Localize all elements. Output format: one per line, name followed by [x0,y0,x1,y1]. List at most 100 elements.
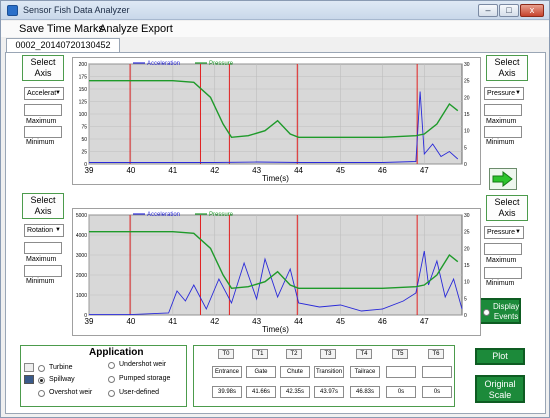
y-left-tick-label: 1000 [76,293,87,299]
y-right-tick-label: 0 [464,162,467,168]
y-right-tick-label: 15 [464,263,470,269]
top-right-min-label: Minimum [486,139,515,146]
chevron-down-icon: ▼ [515,90,521,96]
top-left-select-axis-button[interactable]: Select Axis [22,55,64,81]
top-left-min-label: Minimum [26,139,55,146]
top-left-axis-select-value: Accelerat [27,90,57,97]
legend-pressure-label: Pressure [209,61,234,67]
top-right-select-axis-button[interactable]: Select Axis [486,55,528,81]
y-left-tick-label: 175 [79,75,88,81]
top-right-max-label: Maximum [486,118,517,125]
display-events-checkbox[interactable] [483,309,490,316]
y-left-tick-label: 50 [81,137,87,143]
x-tick-label: 47 [420,317,429,326]
top-left-axis-select[interactable]: Accelerat ▼ [24,87,64,100]
time-mark-value-0[interactable]: 39.98s [212,386,242,398]
x-tick-label: 44 [294,317,303,326]
top-chart[interactable]: 39 40 41 42 43 44 45 46 47 200 175 150 125 100 75 50 25 0… [72,57,481,185]
top-right-axis-select[interactable]: Pressure ▼ [484,87,524,100]
plot-button[interactable]: Plot [475,348,525,365]
y-right-tick-label: 0 [464,313,467,319]
bottom-left-max-label: Maximum [26,256,57,263]
maximize-button[interactable]: □ [499,4,519,17]
time-mark-header-2: T2 [286,349,302,359]
time-mark-value-5[interactable]: 0s [386,386,416,398]
bottom-left-select-axis-button[interactable]: Select Axis [22,193,64,219]
time-mark-name-0[interactable]: Entrance [212,366,242,378]
x-tick-label: 45 [336,317,345,326]
time-mark-name-1[interactable]: Gate [246,366,276,378]
menu-analyze[interactable]: Analyze [99,23,139,35]
radio-spillway-label: Spillway [49,376,75,383]
top-chart-svg: 39 40 41 42 43 44 45 46 472001751501251007550250… [79,61,470,183]
display-events-button[interactable]: Display Events [479,298,521,324]
time-mark-name-4[interactable]: Tailrace [350,366,380,378]
chevron-down-icon: ▼ [55,90,61,96]
top-right-max-field[interactable] [484,104,522,116]
time-mark-name-2[interactable]: Chute [280,366,310,378]
radio-undershot-weir[interactable] [108,362,115,369]
radio-undershot-weir-label: Undershot weir [119,361,167,368]
time-mark-value-6[interactable]: 0s [422,386,452,398]
y-left-tick-label: 0 [84,313,87,319]
menu-export[interactable]: Export [141,23,173,35]
legend-acceleration-label: Acceleration [147,61,180,67]
bottom-right-select-axis-label: Select Axis [494,197,520,218]
title-bar: Sensor Fish Data Analyzer – □ x [1,1,549,20]
series-line-pressure [89,231,459,290]
radio-spillway[interactable] [38,377,45,384]
next-arrow-button[interactable] [489,168,517,190]
tab-dataset[interactable]: 0002_20140720130452 [6,38,120,53]
series-line-acceleration [89,91,459,163]
arrow-right-icon [492,170,513,188]
radio-turbine[interactable] [38,365,45,372]
time-mark-header-1: T1 [252,349,268,359]
y-left-tick-label: 25 [81,150,87,156]
turbine-icon [24,363,34,372]
radio-overshot-weir[interactable] [38,390,45,397]
x-tick-label: 40 [126,317,135,326]
time-mark-value-3[interactable]: 43.97s [314,386,344,398]
y-left-tick-label: 200 [79,62,88,68]
radio-pumped-storage[interactable] [108,376,115,383]
time-mark-name-3[interactable]: Transition [314,366,344,378]
minimize-button[interactable]: – [478,4,498,17]
bottom-right-min-field[interactable] [484,267,522,279]
bottom-right-select-axis-button[interactable]: Select Axis [486,195,528,221]
time-mark-value-4[interactable]: 46.83s [350,386,380,398]
top-right-min-field[interactable] [484,126,522,138]
legend-acceleration-label: Acceleration [147,212,180,218]
bottom-left-axis-select-value: Rotation [27,227,54,234]
x-tick-label: 41 [168,317,177,326]
bottom-left-max-field[interactable] [24,242,62,254]
spillway-icon [24,375,34,384]
top-left-max-field[interactable] [24,104,62,116]
bottom-right-max-field[interactable] [484,243,522,255]
top-left-max-label: Maximum [26,118,57,125]
radio-user-defined[interactable] [108,390,115,397]
menu-save-time-marks[interactable]: Save Time Marks [19,23,104,35]
series-line-acceleration [89,250,463,316]
radio-overshot-weir-label: Overshot weir [49,389,93,396]
bottom-right-axis-select[interactable]: Pressure ▼ [484,226,524,239]
time-mark-name-5[interactable] [386,366,416,378]
x-tick-label: 44 [294,166,303,175]
bottom-left-min-field[interactable] [24,265,62,277]
top-left-min-field[interactable] [24,126,62,138]
bottom-left-axis-select[interactable]: Rotation ▼ [24,224,64,237]
series-line-pressure [89,80,459,139]
original-scale-button[interactable]: Original Scale [475,375,525,403]
x-tick-label: 46 [378,166,387,175]
time-mark-value-2[interactable]: 42.35s [280,386,310,398]
close-button[interactable]: x [520,4,544,17]
bottom-chart[interactable]: 39 40 41 42 43 44 45 46 47 5000 4000 3000 2000 1000 0 3… [72,208,481,336]
x-tick-label: 43 [252,166,261,175]
legend-pressure-label: Pressure [209,212,234,218]
time-mark-name-6[interactable] [422,366,452,378]
radio-user-defined-label: User-defined [119,389,160,396]
window-title: Sensor Fish Data Analyzer [23,5,130,15]
time-mark-value-1[interactable]: 41.66s [246,386,276,398]
top-left-select-axis-label: Select Axis [30,57,56,78]
y-right-tick-label: 5 [464,296,467,302]
top-right-select-axis-label: Select Axis [494,57,520,78]
